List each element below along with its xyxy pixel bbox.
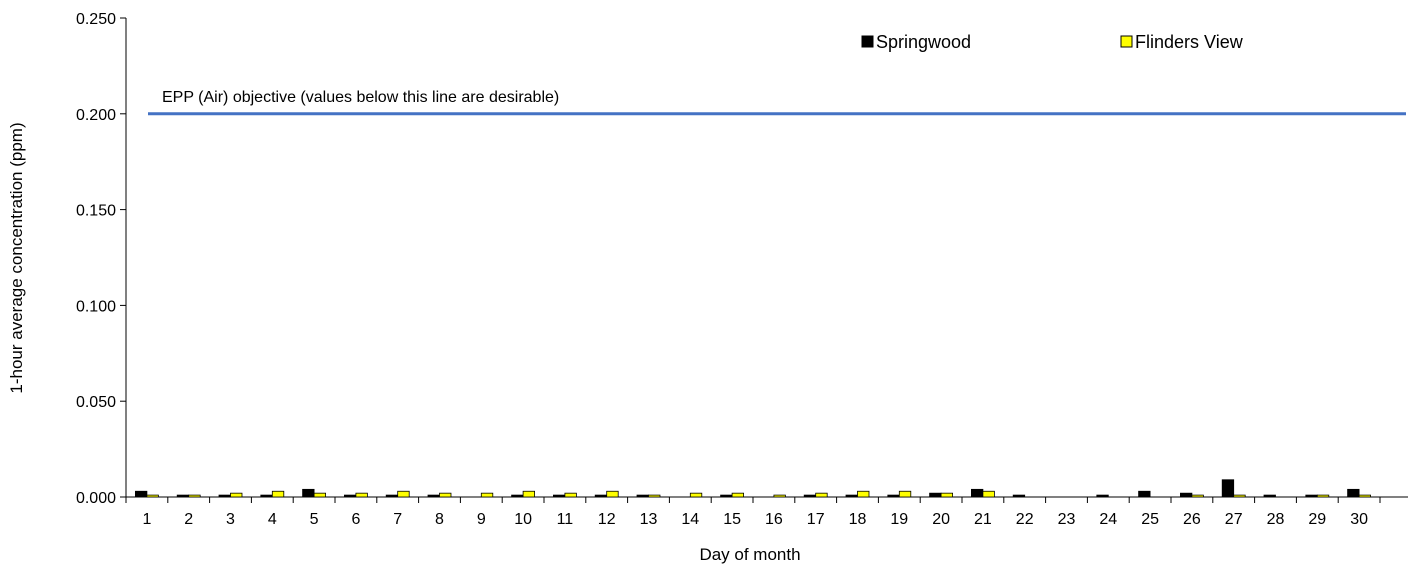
x-tick-label: 18	[849, 511, 867, 528]
bar-springwood	[343, 494, 357, 498]
bar-springwood	[1096, 494, 1109, 498]
bar-springwood	[553, 494, 566, 498]
x-axis-title: Day of month	[699, 545, 800, 564]
bar-flinders-view	[271, 490, 285, 498]
bar-springwood	[260, 494, 273, 498]
bar-springwood	[1180, 492, 1193, 498]
bar-flinders-view	[731, 492, 744, 498]
bar-flinders-view	[815, 492, 828, 498]
x-tick-label: 22	[1016, 511, 1034, 528]
x-tick-label: 20	[932, 511, 950, 528]
x-tick-label: 2	[184, 511, 193, 528]
y-axis-title: 1-hour average concentration (ppm)	[7, 122, 26, 393]
bar-springwood	[427, 494, 440, 498]
bar-flinders-view	[355, 492, 368, 498]
bar-flinders-view	[857, 490, 870, 498]
x-tick-label: 5	[310, 511, 319, 528]
x-tick-label: 4	[268, 511, 277, 528]
x-tick-label: 23	[1058, 511, 1076, 528]
x-tick-label: 6	[351, 511, 360, 528]
bar-flinders-view	[689, 492, 703, 498]
x-tick-label: 25	[1141, 511, 1159, 528]
bar-flinders-view	[397, 490, 410, 498]
x-tick-label: 13	[640, 511, 658, 528]
y-tick-label: 0.150	[76, 203, 116, 220]
y-tick-label: 0.050	[76, 394, 116, 411]
x-tick-label: 3	[226, 511, 235, 528]
bar-flinders-view	[522, 490, 535, 498]
bar-springwood	[971, 488, 984, 498]
x-tick-label: 28	[1267, 511, 1285, 528]
legend-label-springwood: Springwood	[876, 32, 971, 52]
x-tick-label: 29	[1308, 511, 1326, 528]
bar-springwood	[929, 492, 942, 498]
bar-flinders-view	[313, 492, 327, 498]
x-tick-label: 24	[1099, 511, 1117, 528]
x-tick-label: 10	[514, 511, 532, 528]
y-tick-label: 0.100	[76, 298, 116, 315]
y-tick-label: 0.250	[76, 11, 116, 28]
bar-springwood	[1221, 479, 1235, 498]
bar-springwood	[302, 488, 315, 498]
x-tick-label: 19	[890, 511, 908, 528]
bar-flinders-view	[188, 494, 201, 498]
bar-springwood	[385, 494, 399, 498]
legend-swatch-springwood	[861, 35, 874, 48]
bar-springwood	[1138, 490, 1151, 498]
bar-springwood	[1305, 494, 1318, 498]
bar-springwood	[511, 494, 524, 498]
bar-springwood	[845, 494, 858, 498]
bar-springwood	[887, 494, 900, 498]
bar-flinders-view	[648, 494, 661, 498]
bar-springwood	[218, 494, 231, 498]
bars-group	[134, 479, 1371, 498]
bar-flinders-view	[480, 492, 494, 498]
bar-flinders-view	[1233, 494, 1246, 498]
x-tick-label: 1	[142, 511, 151, 528]
bar-springwood	[720, 494, 733, 498]
bar-flinders-view	[1191, 494, 1204, 498]
y-axis: 0.000 0.050 0.100 0.150 0.200 0.250	[76, 11, 126, 507]
bar-flinders-view	[773, 494, 786, 498]
legend-label-flinders-view: Flinders View	[1135, 32, 1244, 52]
x-tick-label: 26	[1183, 511, 1201, 528]
bar-springwood	[134, 490, 148, 498]
x-tick-label: 15	[723, 511, 741, 528]
bar-flinders-view	[1316, 494, 1330, 498]
bar-springwood	[176, 494, 190, 498]
bar-flinders-view	[564, 492, 577, 498]
bar-springwood	[1263, 494, 1276, 498]
bar-flinders-view	[1358, 494, 1371, 498]
x-tick-label: 27	[1225, 511, 1243, 528]
bar-flinders-view	[606, 490, 619, 498]
x-axis: 1 2 3 4 5 6 7 8 9 10 11 12 13 14 15 16 17 18 19 20 21 22 23 24 2…	[125, 497, 1381, 528]
x-tick-label: 9	[477, 511, 486, 528]
bar-springwood	[594, 494, 608, 498]
bar-springwood	[1012, 494, 1026, 498]
bar-flinders-view	[439, 492, 452, 498]
objective-line-label: EPP (Air) objective (values below this l…	[162, 89, 559, 106]
x-tick-label: 30	[1350, 511, 1368, 528]
bar-flinders-view	[898, 490, 912, 498]
x-tick-label: 21	[974, 511, 992, 528]
bar-springwood	[1347, 488, 1360, 498]
x-tick-label: 14	[681, 511, 699, 528]
x-tick-label: 8	[435, 511, 444, 528]
y-tick-label: 0.000	[76, 490, 116, 507]
bar-flinders-view	[940, 492, 953, 498]
x-tick-label: 12	[598, 511, 616, 528]
bar-springwood	[636, 494, 649, 498]
bar-springwood	[803, 494, 817, 498]
bar-flinders-view	[146, 494, 159, 498]
legend: Springwood Flinders View	[861, 32, 1244, 52]
x-tick-label: 7	[393, 511, 402, 528]
bar-flinders-view	[982, 490, 995, 498]
x-tick-label: 16	[765, 511, 783, 528]
y-tick-label: 0.200	[76, 107, 116, 124]
x-tick-label: 11	[557, 511, 574, 528]
legend-swatch-flinders-view	[1120, 35, 1133, 48]
x-tick-label: 17	[807, 511, 825, 528]
bar-flinders-view	[230, 492, 243, 498]
